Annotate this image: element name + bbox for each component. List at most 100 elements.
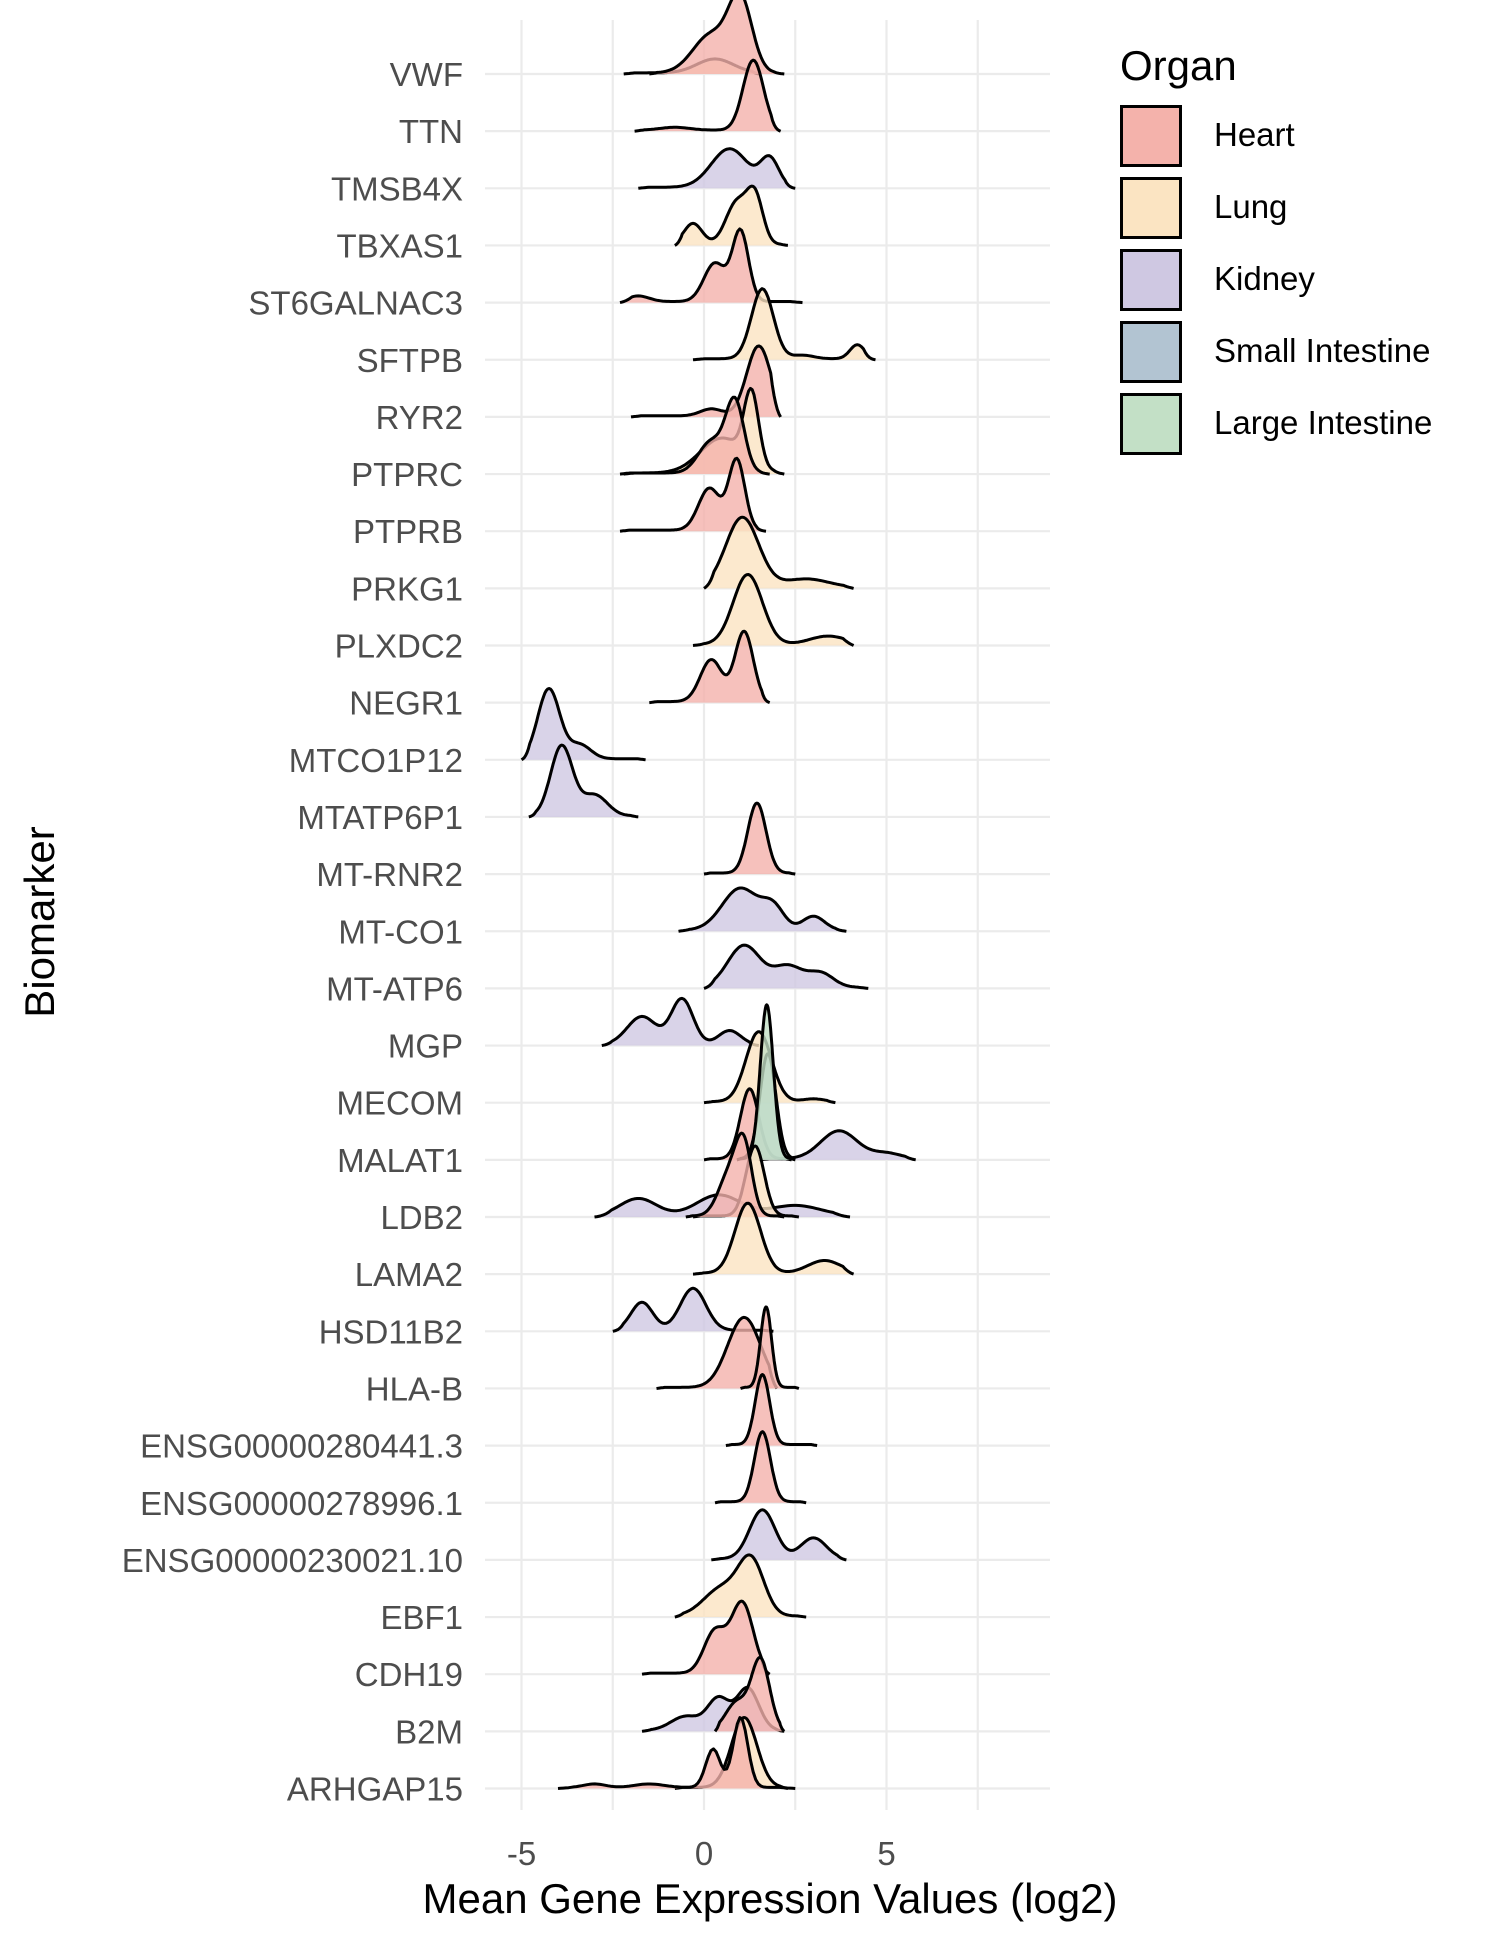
ridge-line-tmsb4x bbox=[638, 147, 796, 190]
ridge-line-mtco1p12 bbox=[520, 687, 646, 762]
ridge-line-ryr2 bbox=[630, 344, 782, 419]
legend-label: Kidney bbox=[1214, 260, 1315, 297]
ridge-line-prkg1 bbox=[703, 515, 854, 590]
ridge-fill-hla-b bbox=[740, 1307, 799, 1389]
ridge-fill-mt-atp6 bbox=[704, 945, 869, 989]
y-tick-label: ENSG00000278996.1 bbox=[140, 1485, 463, 1522]
ridge-fill-negr1 bbox=[649, 631, 770, 703]
ridge-fill-ryr2 bbox=[631, 345, 781, 417]
ridge-fill-hsd11b2 bbox=[612, 1288, 774, 1332]
x-tick-labels: -5 0 5 bbox=[507, 1835, 896, 1872]
ridge-line-ldb2 bbox=[685, 1131, 785, 1219]
y-tick-label: MGP bbox=[388, 1028, 463, 1065]
legend-swatch bbox=[1120, 321, 1182, 383]
ridge-line-mgp bbox=[601, 996, 759, 1047]
y-tick-label: ENSG00000280441.3 bbox=[140, 1428, 463, 1465]
ridge-line-ptprb bbox=[619, 456, 767, 533]
y-tick-label: CDH19 bbox=[355, 1656, 463, 1693]
ridge-fill-ldb2 bbox=[685, 1133, 785, 1217]
y-tick-label: MALAT1 bbox=[337, 1142, 463, 1179]
ridge-line-ttn bbox=[634, 58, 782, 133]
y-axis-title: Biomarker bbox=[16, 826, 63, 1017]
ridge-line-ensg00000230021.10 bbox=[711, 1508, 847, 1562]
ridge-line-st6galnac3 bbox=[619, 227, 803, 305]
ridge-line-b2m bbox=[713, 1656, 786, 1733]
ridge-fill-hla-b bbox=[656, 1317, 777, 1389]
ridge-line-plxdc2 bbox=[692, 573, 855, 647]
ridge-fill-tmsb4x bbox=[638, 148, 796, 189]
ridge-line-cdh19 bbox=[641, 1599, 771, 1676]
ridge-line-mtatp6p1 bbox=[528, 743, 639, 819]
legend-swatch bbox=[1120, 177, 1182, 239]
y-tick-label: TTN bbox=[399, 113, 463, 150]
legend-label: Small Intestine bbox=[1214, 332, 1431, 369]
ridge-fill-cdh19 bbox=[642, 1601, 770, 1675]
y-tick-label: TBXAS1 bbox=[336, 227, 463, 264]
y-tick-label: SFTPB bbox=[357, 342, 463, 379]
y-tick-label: MTATP6P1 bbox=[297, 799, 463, 836]
y-tick-label: MT-CO1 bbox=[338, 913, 463, 950]
legend-item: Small Intestine bbox=[1118, 318, 1488, 390]
ridge-fill-mgp bbox=[601, 998, 759, 1046]
legend: Organ Heart Lung Kidney Small Intestine Larg… bbox=[1118, 42, 1488, 462]
ridge-fill-prkg1 bbox=[704, 517, 854, 589]
ridge-layer bbox=[520, 0, 916, 1790]
y-tick-label: RYR2 bbox=[376, 399, 463, 436]
ridge-fill-ensg00000278996.1 bbox=[715, 1431, 807, 1503]
legend-item: Large Intestine bbox=[1118, 390, 1488, 462]
y-tick-label: MTCO1P12 bbox=[289, 742, 463, 779]
legend-item: Kidney bbox=[1118, 246, 1488, 318]
ridge-line-mt-atp6 bbox=[703, 943, 869, 990]
ridge-line-tbxas1 bbox=[674, 184, 789, 247]
legend-label: Large Intestine bbox=[1214, 404, 1433, 441]
y-tick-label: ST6GALNAC3 bbox=[248, 285, 463, 322]
y-tick-label: LAMA2 bbox=[355, 1256, 463, 1293]
ridge-fill-malat1 bbox=[758, 1130, 916, 1160]
ridge-fill-ttn bbox=[634, 60, 781, 132]
legend-item: Heart bbox=[1118, 102, 1488, 174]
ridge-fill-lama2 bbox=[693, 1203, 854, 1275]
ridge-line-ptprc bbox=[619, 395, 770, 476]
ridge-line-ensg00000280441.3 bbox=[725, 1373, 818, 1448]
y-tick-label: B2M bbox=[395, 1713, 463, 1750]
legend-swatch bbox=[1120, 393, 1182, 455]
ridge-line-arhgap15 bbox=[557, 1716, 796, 1790]
x-axis-title: Mean Gene Expression Values (log2) bbox=[423, 1875, 1118, 1922]
ridge-line-hla-b bbox=[656, 1315, 779, 1390]
legend-swatch bbox=[1120, 105, 1182, 167]
ridge-fill-ensg00000230021.10 bbox=[711, 1509, 847, 1560]
ridge-line-ensg00000278996.1 bbox=[714, 1430, 807, 1505]
y-tick-label: MT-ATP6 bbox=[326, 970, 463, 1007]
legend-label: Heart bbox=[1214, 116, 1295, 153]
ridge-line-sftpb bbox=[692, 287, 876, 362]
y-tick-label: HLA-B bbox=[366, 1370, 463, 1407]
y-tick-label: ARHGAP15 bbox=[287, 1771, 463, 1808]
ridge-line-mt-co1 bbox=[678, 886, 847, 933]
ridge-fill-ebf1 bbox=[674, 1554, 807, 1618]
x-tick-label: 5 bbox=[877, 1835, 895, 1872]
legend-title: Organ bbox=[1120, 42, 1237, 89]
ridge-line-mt-rnr2 bbox=[703, 801, 796, 876]
ridge-line-vwf bbox=[623, 0, 785, 76]
y-tick-label: NEGR1 bbox=[349, 685, 463, 722]
legend-label: Lung bbox=[1214, 188, 1288, 225]
y-tick-label: ENSG00000230021.10 bbox=[122, 1542, 463, 1579]
x-tick-label: -5 bbox=[507, 1835, 536, 1872]
ridge-fill-sftpb bbox=[693, 288, 876, 360]
y-tick-label: EBF1 bbox=[380, 1599, 463, 1636]
ridge-line-negr1 bbox=[649, 629, 771, 705]
y-tick-label: LDB2 bbox=[380, 1199, 463, 1236]
x-tick-label: 0 bbox=[695, 1835, 713, 1872]
ridge-fill-malat1 bbox=[704, 1088, 792, 1160]
ridge-fill-ptprc bbox=[620, 397, 770, 475]
ridge-fill-mtatp6p1 bbox=[528, 745, 639, 817]
legend-item: Lung bbox=[1118, 174, 1488, 246]
y-tick-label: HSD11B2 bbox=[319, 1313, 463, 1350]
y-tick-label: PRKG1 bbox=[351, 570, 463, 607]
ridge-fill-mt-rnr2 bbox=[704, 803, 796, 875]
legend-items: Heart Lung Kidney Small Intestine Large Inte… bbox=[1118, 102, 1488, 462]
y-tick-label: PTPRC bbox=[351, 456, 463, 493]
ridge-line-lama2 bbox=[692, 1201, 855, 1276]
y-tick-label: PTPRB bbox=[353, 513, 463, 550]
